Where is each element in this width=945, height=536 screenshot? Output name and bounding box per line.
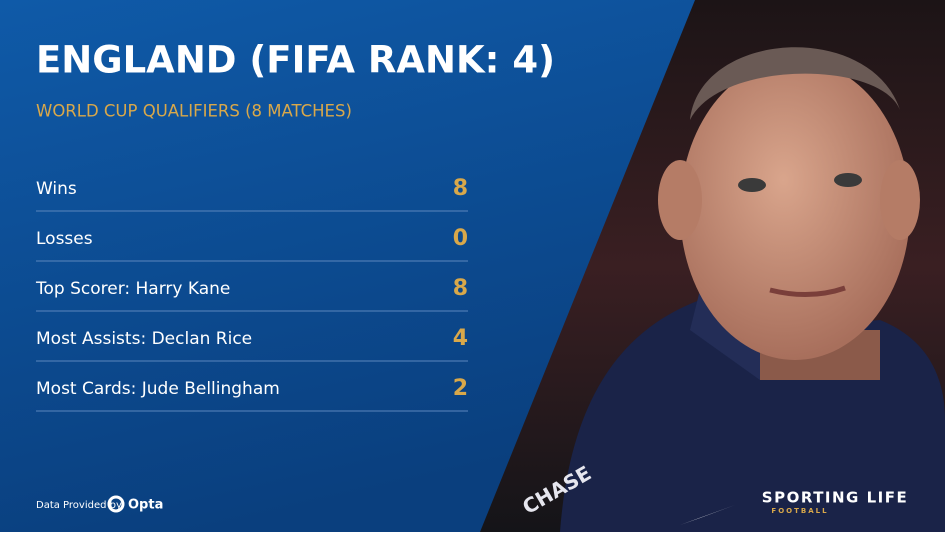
info-panel — [0, 0, 695, 532]
credit: Data Provided by — [36, 500, 122, 511]
row-value: 2 — [453, 376, 468, 401]
row-value: 4 — [453, 326, 468, 351]
title: ENGLAND (FIFA RANK: 4) — [36, 39, 555, 82]
row-label: Wins — [36, 179, 77, 199]
provider: Opta — [128, 498, 163, 513]
row-label: Losses — [36, 229, 93, 249]
row-label: Top Scorer: Harry Kane — [35, 279, 230, 299]
row-label: Most Cards: Jude Bellingham — [36, 379, 280, 399]
portrait: CHASE — [518, 47, 945, 532]
opta-logo — [107, 495, 125, 513]
row-label: Most Assists: Declan Rice — [36, 329, 252, 349]
row-value: 8 — [453, 176, 468, 201]
subtitle: WORLD CUP QUALIFIERS (8 MATCHES) — [36, 102, 352, 121]
stats-table: Wins 8 Losses 0 Top Scorer: Harry Kane 8 Most … — [35, 176, 468, 412]
brand-sub: FOOTBALL — [771, 507, 828, 515]
brand: SPORTING LIFE — [762, 489, 908, 507]
row-value: 8 — [453, 276, 468, 301]
row-value: 0 — [453, 226, 468, 251]
